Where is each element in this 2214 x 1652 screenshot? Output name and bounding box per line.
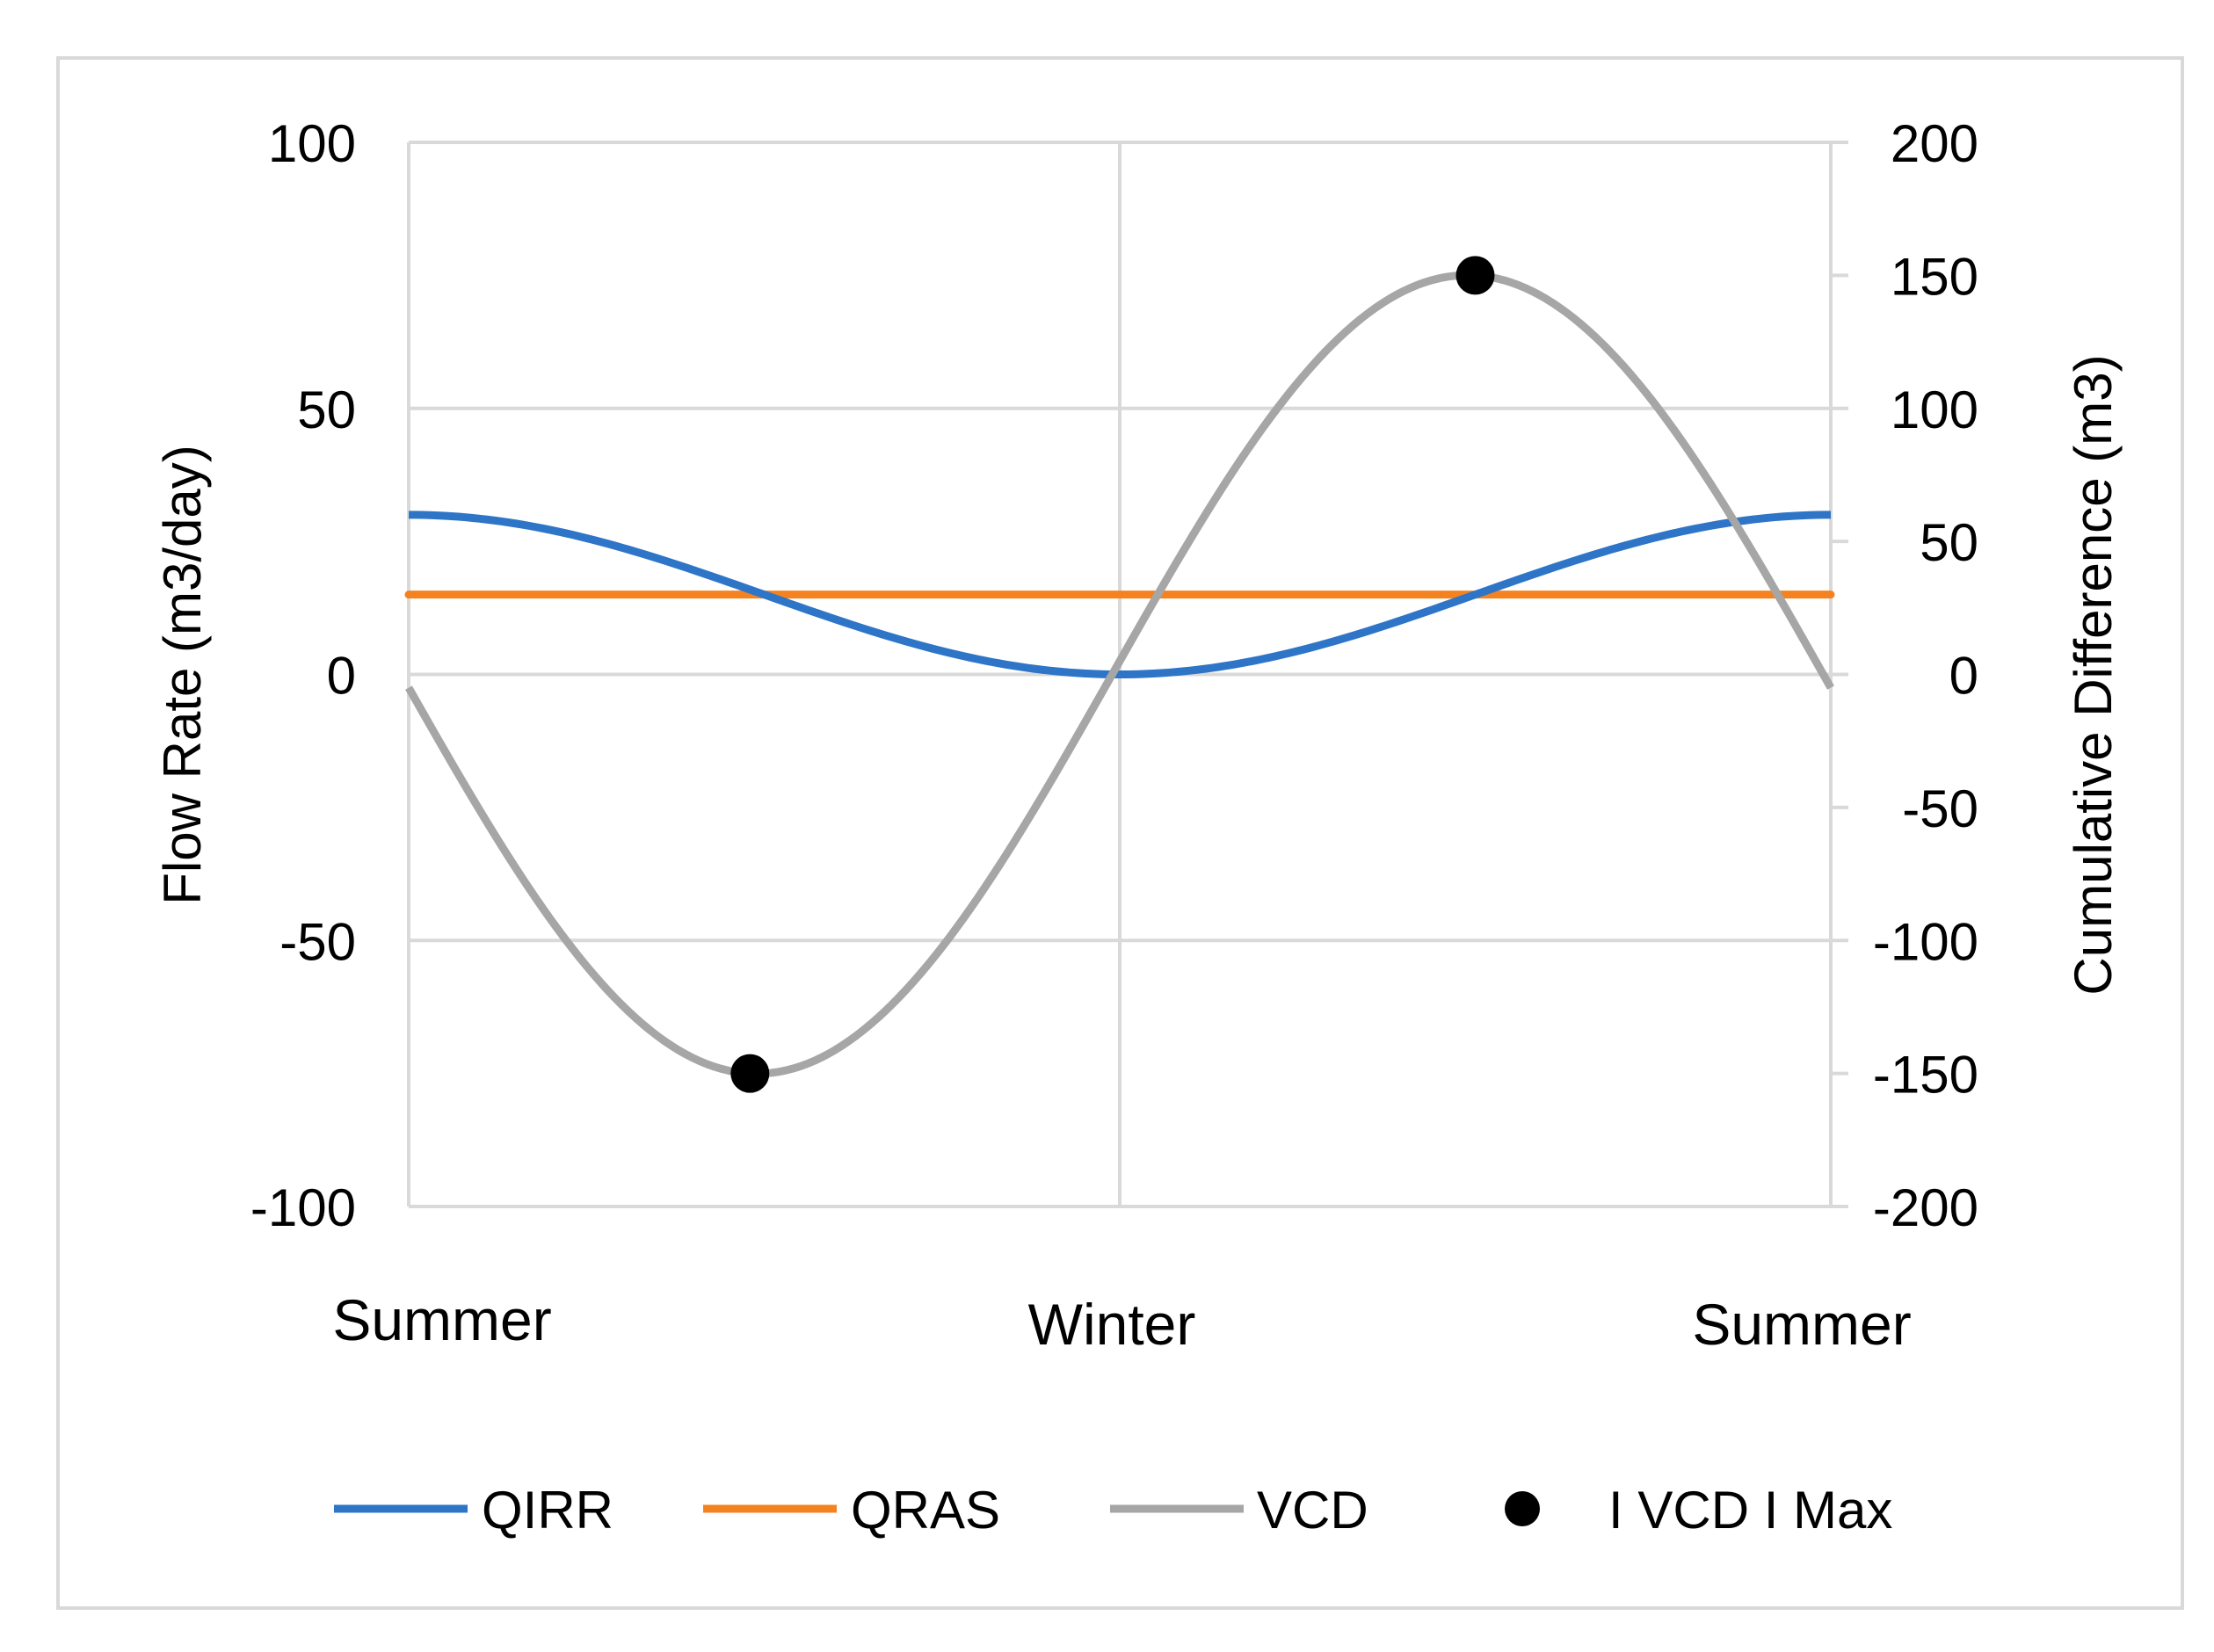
right-tick-label: 100 — [1891, 380, 1978, 439]
right-tick-label: 150 — [1891, 247, 1978, 306]
left-tick-label: -50 — [279, 912, 356, 971]
vcd-max-point — [1455, 256, 1495, 295]
legend-label: I VCD I Max — [1608, 1481, 1892, 1540]
right-axis-title: Cumulative Difference (m3) — [2064, 354, 2123, 995]
right-tick-label: 0 — [1949, 647, 1978, 706]
legend: QIRR QRAS VCD I VCD I Max — [334, 1481, 1892, 1540]
right-tick-label: -150 — [1873, 1046, 1978, 1105]
left-tick-label: 100 — [268, 114, 356, 173]
legend-label: QIRR — [482, 1481, 613, 1540]
left-tick-label: 50 — [297, 380, 356, 439]
right-tick-label: -100 — [1873, 912, 1978, 971]
left-axis-title: Flow Rate (m3/day) — [153, 445, 212, 904]
x-category-label: Winter — [1028, 1292, 1196, 1357]
right-tick-label: 50 — [1920, 513, 1978, 572]
x-category-label: Summer — [1692, 1292, 1911, 1357]
left-tick-label: 0 — [327, 647, 356, 706]
legend-swatch — [1505, 1491, 1540, 1526]
legend-label: VCD — [1257, 1481, 1368, 1540]
axes: 100 50 0 -50 -100 200 150 100 50 0 -50 -100 -150 -200 — [250, 114, 1978, 1237]
vcd-max-point — [730, 1054, 770, 1093]
axis-labels: Flow Rate (m3/day) Cumulative Difference… — [153, 354, 2123, 1357]
x-category-label: Summer — [332, 1287, 551, 1352]
right-tick-label: -50 — [1902, 779, 1978, 838]
series-line-qirr — [408, 511, 1832, 678]
right-tick-label: -200 — [1873, 1178, 1978, 1237]
legend-label: QRAS — [851, 1481, 1000, 1540]
right-tick-label: 200 — [1891, 114, 1978, 173]
series — [404, 256, 1835, 1093]
gridlines — [407, 141, 1833, 1208]
left-tick-label: -100 — [250, 1178, 356, 1237]
series-line-vcd — [405, 271, 1834, 1078]
